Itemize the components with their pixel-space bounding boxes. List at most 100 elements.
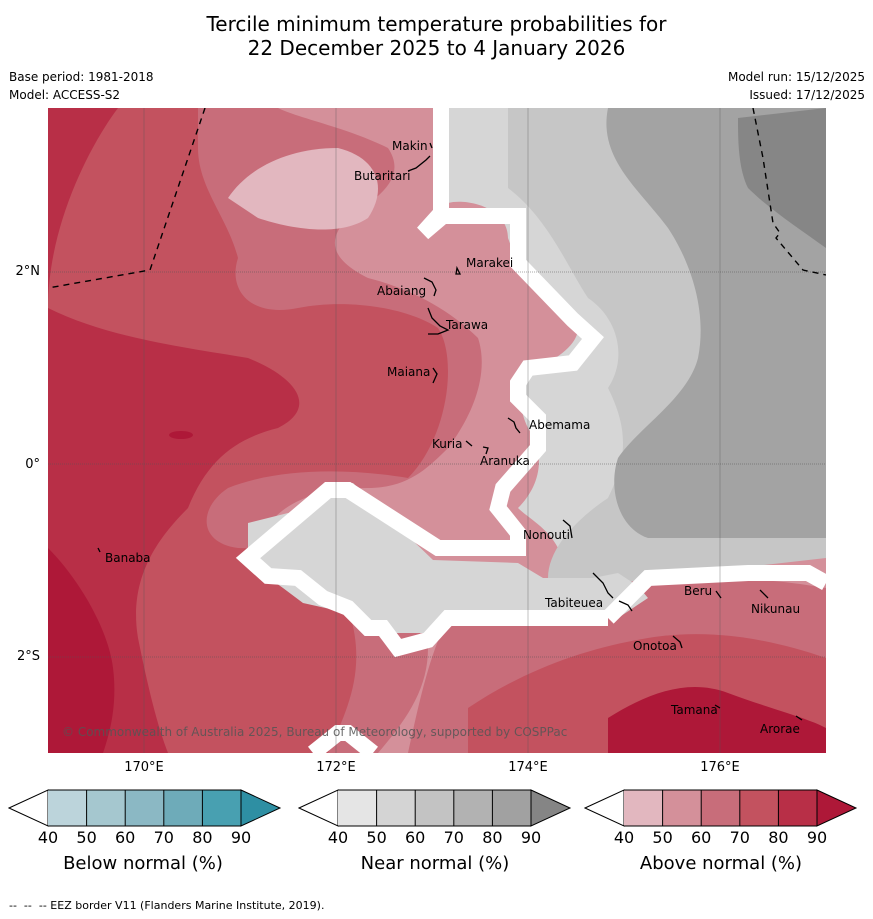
colorbar-below-bin-1	[48, 790, 87, 826]
tick: 40	[37, 828, 59, 847]
lon-label-170e: 170°E	[124, 760, 164, 775]
eez-borders	[48, 108, 826, 289]
place-marakei: Marakei	[466, 256, 514, 270]
meta-left: Base period: 1981-2018 Model: ACCESS-S2	[9, 68, 154, 104]
region-above-90-south	[608, 687, 826, 753]
title-line-2: 22 December 2025 to 4 January 2026	[247, 36, 626, 60]
colorbar-near	[298, 788, 572, 828]
colorbar-near-bin-4	[453, 790, 493, 826]
colorbar-near-bin-5	[492, 790, 531, 826]
place-tarawa: Tarawa	[446, 318, 489, 332]
colorbar-above-max	[816, 789, 858, 827]
colorbar-below-svg	[8, 789, 282, 827]
colorbar-below-bin-4	[163, 790, 203, 826]
colorbar-below-min	[8, 789, 49, 827]
colorbar-near-dividers	[338, 789, 531, 827]
model-run: Model run: 15/12/2025	[727, 70, 865, 84]
tick: 50	[652, 828, 673, 847]
tick: 90	[230, 828, 252, 847]
place-aranuka: Aranuka	[480, 454, 530, 468]
place-abemama: Abemama	[529, 418, 591, 432]
colorbar-below-bin-2	[86, 790, 126, 826]
colorbar-above-svg	[584, 789, 858, 827]
boundary-south	[602, 565, 826, 624]
lon-label-172e: 172°E	[316, 760, 356, 775]
region-above-90-spot	[169, 431, 193, 439]
colorbar-below	[8, 788, 282, 828]
colorbar-above-bin-5	[778, 790, 817, 826]
colorbar-above-label: Above normal (%)	[639, 853, 803, 874]
place-nonouti: Nonouti	[523, 528, 570, 542]
chart-title: Tercile minimum temperature probabilitie…	[0, 12, 873, 60]
graticule	[48, 271, 826, 658]
region-above-80-west	[48, 108, 300, 753]
lon-label-176e: 176°E	[700, 760, 740, 775]
tick: 90	[806, 828, 828, 847]
tick: 70	[729, 828, 750, 847]
region-above-90-sw	[48, 548, 115, 753]
lat-label-0: 0°	[25, 457, 40, 472]
copyright-notice: © Commonwealth of Australia 2025, Bureau…	[62, 725, 568, 739]
issued-date: Issued: 17/12/2025	[749, 88, 865, 102]
tick: 70	[443, 828, 464, 847]
colorbar-near-bin-2	[376, 790, 416, 826]
colorbar-above-dividers	[624, 789, 817, 827]
colorbar-near-max	[530, 789, 572, 827]
title-line-1: Tercile minimum temperature probabilitie…	[206, 12, 667, 36]
colorbar-near-bin-1	[338, 790, 377, 826]
colorbar-near-bin-3	[415, 790, 454, 826]
place-kuria: Kuria	[432, 437, 463, 451]
tick: 90	[520, 828, 542, 847]
boundary-bottom	[308, 725, 378, 753]
colorbar-above	[584, 788, 858, 828]
tick: 80	[192, 828, 213, 847]
place-banaba: Banaba	[105, 551, 151, 565]
tick: 40	[327, 828, 349, 847]
colorbar-near-label: Near normal (%)	[360, 853, 510, 874]
colorbar-below-max	[240, 789, 282, 827]
place-arorae: Arorae	[760, 722, 800, 736]
neutral-boundary	[235, 108, 826, 753]
tick: 60	[115, 828, 136, 847]
colorbar-above-bin-4	[739, 790, 779, 826]
colorbar-below-bin-3	[125, 790, 164, 826]
region-near-60	[606, 108, 826, 538]
map-svg	[48, 108, 826, 753]
colorbar-above-bin-1	[624, 790, 663, 826]
tick: 80	[482, 828, 503, 847]
islands	[97, 142, 803, 721]
place-beru: Beru	[684, 584, 713, 598]
region-above-40	[228, 148, 378, 230]
base-period: Base period: 1981-2018	[9, 70, 154, 84]
colorbar-near-min	[298, 789, 339, 827]
lon-label-174e: 174°E	[508, 760, 548, 775]
tick: 40	[613, 828, 635, 847]
tick: 60	[405, 828, 426, 847]
lat-label-2s: 2°S	[16, 649, 40, 664]
colorbar-below-bin-5	[202, 790, 241, 826]
colorbar-near-svg	[298, 789, 572, 827]
place-maiana: Maiana	[387, 365, 431, 379]
colorbar-above-bin-2	[662, 790, 702, 826]
meta-right: Model run: 15/12/2025 Issued: 17/12/2025	[728, 68, 865, 104]
model-name: Model: ACCESS-S2	[9, 88, 121, 102]
tick: 50	[366, 828, 387, 847]
lat-label-2n: 2°N	[15, 264, 41, 279]
probability-map	[48, 108, 826, 753]
graticule-meridians	[143, 108, 721, 753]
tick: 70	[153, 828, 174, 847]
place-tabiteuea: Tabiteuea	[545, 596, 604, 610]
colorbar-below-dividers	[48, 789, 241, 827]
place-butaritari: Butaritari	[354, 169, 411, 183]
eez-footnote: -- -- -- EEZ border V11 (Flanders Marine…	[9, 899, 325, 912]
tick: 80	[768, 828, 789, 847]
tick: 50	[76, 828, 97, 847]
boundary-north	[235, 108, 608, 658]
place-tamana: Tamana	[671, 703, 718, 717]
colorbar-above-min	[584, 789, 625, 827]
colorbar-below-label: Below normal (%)	[63, 853, 223, 874]
place-nikunau: Nikunau	[751, 602, 801, 616]
place-makin: Makin	[392, 139, 428, 153]
place-abaiang: Abaiang	[377, 284, 427, 298]
tick: 60	[691, 828, 712, 847]
